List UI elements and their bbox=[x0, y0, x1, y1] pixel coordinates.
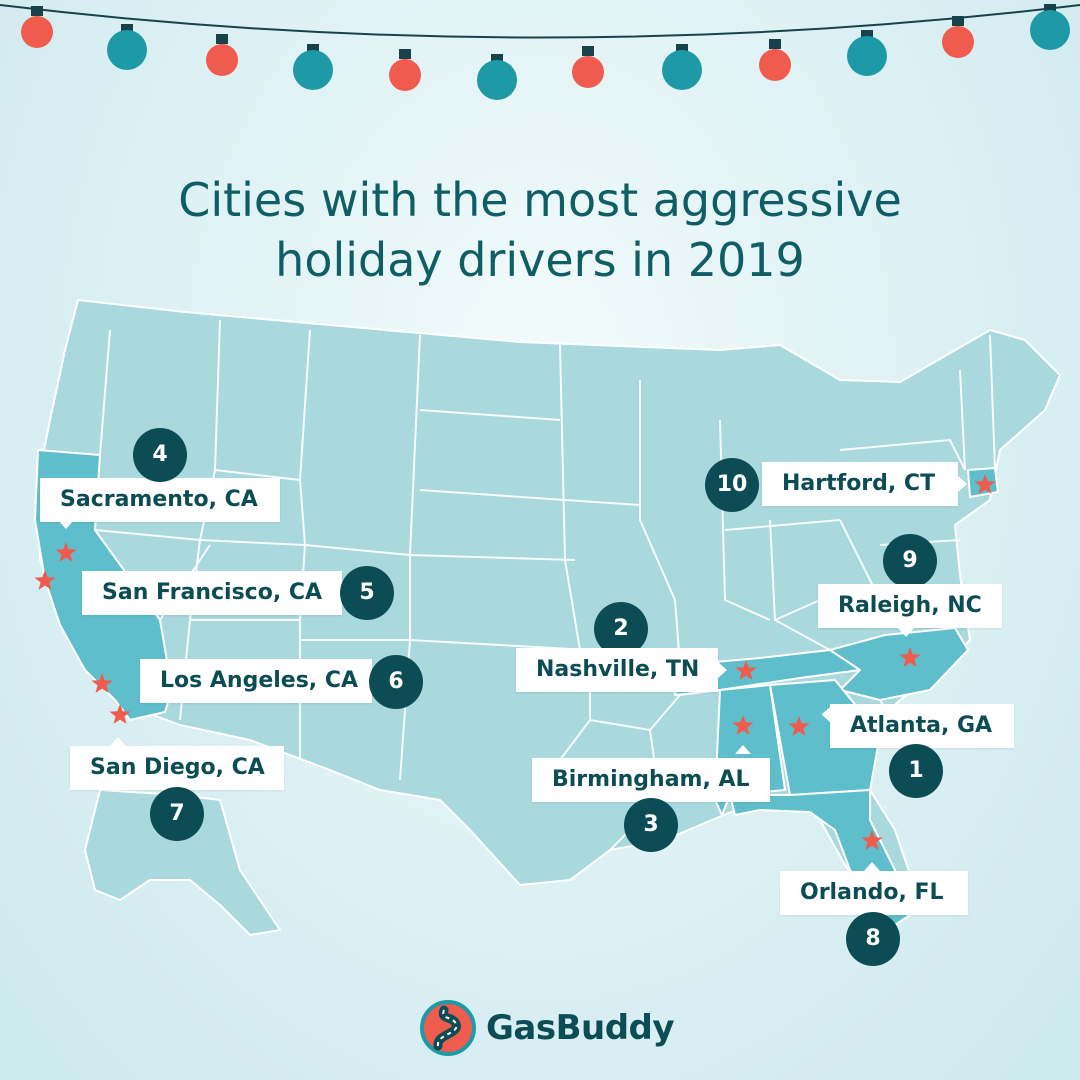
title-line-1: Cities with the most aggressive bbox=[178, 173, 902, 227]
city-label-orlando: Orlando, FL bbox=[780, 871, 968, 915]
teal-bulb-icon bbox=[293, 50, 333, 90]
rank-badge-5: 5 bbox=[340, 566, 394, 620]
teal-bulb-icon bbox=[477, 60, 517, 100]
bulb-cap bbox=[216, 34, 228, 44]
star-icon bbox=[34, 570, 56, 590]
teal-bulb-icon bbox=[662, 50, 702, 90]
city-label-nashville: Nashville, TN bbox=[516, 648, 718, 692]
city-label-sacramento: Sacramento, CA bbox=[40, 478, 280, 522]
pointer-san-diego bbox=[110, 737, 126, 746]
pointer-nashville bbox=[718, 662, 727, 678]
star-icon bbox=[109, 704, 131, 724]
rank-badge-2: 2 bbox=[594, 602, 648, 656]
bulb-cap bbox=[307, 44, 319, 54]
city-label-atlanta: Atlanta, GA bbox=[830, 704, 1014, 748]
pointer-sacramento bbox=[58, 520, 74, 529]
star-icon bbox=[788, 716, 810, 736]
city-label-los-angeles: Los Angeles, CA bbox=[140, 659, 372, 703]
gasbuddy-logo: GasBuddy bbox=[420, 998, 675, 1058]
pointer-orlando bbox=[864, 862, 880, 871]
map-land-alaska bbox=[84, 789, 281, 936]
city-label-raleigh: Raleigh, NC bbox=[818, 584, 1002, 628]
star-icon bbox=[735, 660, 757, 680]
christmas-lights-icon bbox=[0, 4, 1080, 100]
rank-badge-4: 4 bbox=[133, 428, 187, 482]
city-label-san-francisco: San Francisco, CA bbox=[82, 571, 342, 615]
star-icon bbox=[55, 542, 77, 562]
teal-bulb-icon bbox=[1030, 10, 1070, 50]
star-icon bbox=[899, 647, 921, 667]
star-icon bbox=[974, 474, 996, 494]
teal-bulb-icon bbox=[107, 30, 147, 70]
rank-badge-3: 3 bbox=[624, 798, 678, 852]
red-bulb-icon bbox=[206, 44, 238, 76]
star-icon bbox=[732, 715, 754, 735]
city-label-hartford: Hartford, CT bbox=[762, 462, 958, 506]
pointer-hartford bbox=[958, 476, 967, 492]
bulb-cap bbox=[491, 54, 503, 64]
red-bulb-icon bbox=[942, 26, 974, 58]
star-icon bbox=[861, 830, 883, 850]
city-label-birmingham: Birmingham, AL bbox=[532, 758, 770, 802]
pointer-raleigh bbox=[898, 628, 914, 637]
red-bulb-icon bbox=[21, 16, 53, 48]
teal-bulb-icon bbox=[847, 36, 887, 76]
bulb-cap bbox=[582, 46, 594, 56]
rank-badge-8: 8 bbox=[846, 912, 900, 966]
bulb-cap bbox=[861, 30, 873, 40]
red-bulb-icon bbox=[389, 59, 421, 91]
red-bulb-icon bbox=[572, 56, 604, 88]
rank-badge-7: 7 bbox=[150, 787, 204, 841]
rank-badge-9: 9 bbox=[883, 534, 937, 588]
bulb-cap bbox=[31, 6, 43, 16]
title-line-2: holiday drivers in 2019 bbox=[275, 233, 805, 287]
bulb-cap bbox=[676, 44, 688, 54]
red-bulb-icon bbox=[759, 49, 791, 81]
rank-badge-10: 10 bbox=[705, 458, 759, 512]
star-icon bbox=[91, 673, 113, 693]
city-label-san-diego: San Diego, CA bbox=[70, 746, 284, 790]
bulb-cap bbox=[769, 39, 781, 49]
bulb-cap bbox=[399, 49, 411, 59]
rank-badge-6: 6 bbox=[369, 655, 423, 709]
bulb-cap bbox=[121, 24, 133, 34]
pointer-birmingham bbox=[735, 745, 751, 754]
bulb-cap bbox=[952, 16, 964, 26]
brand-name: GasBuddy bbox=[486, 1008, 675, 1048]
rank-badge-1: 1 bbox=[889, 744, 943, 798]
gasbuddy-road-icon bbox=[420, 1000, 476, 1056]
page-title: Cities with the most aggressive holiday … bbox=[0, 170, 1080, 290]
bulb-cap bbox=[1044, 4, 1056, 14]
